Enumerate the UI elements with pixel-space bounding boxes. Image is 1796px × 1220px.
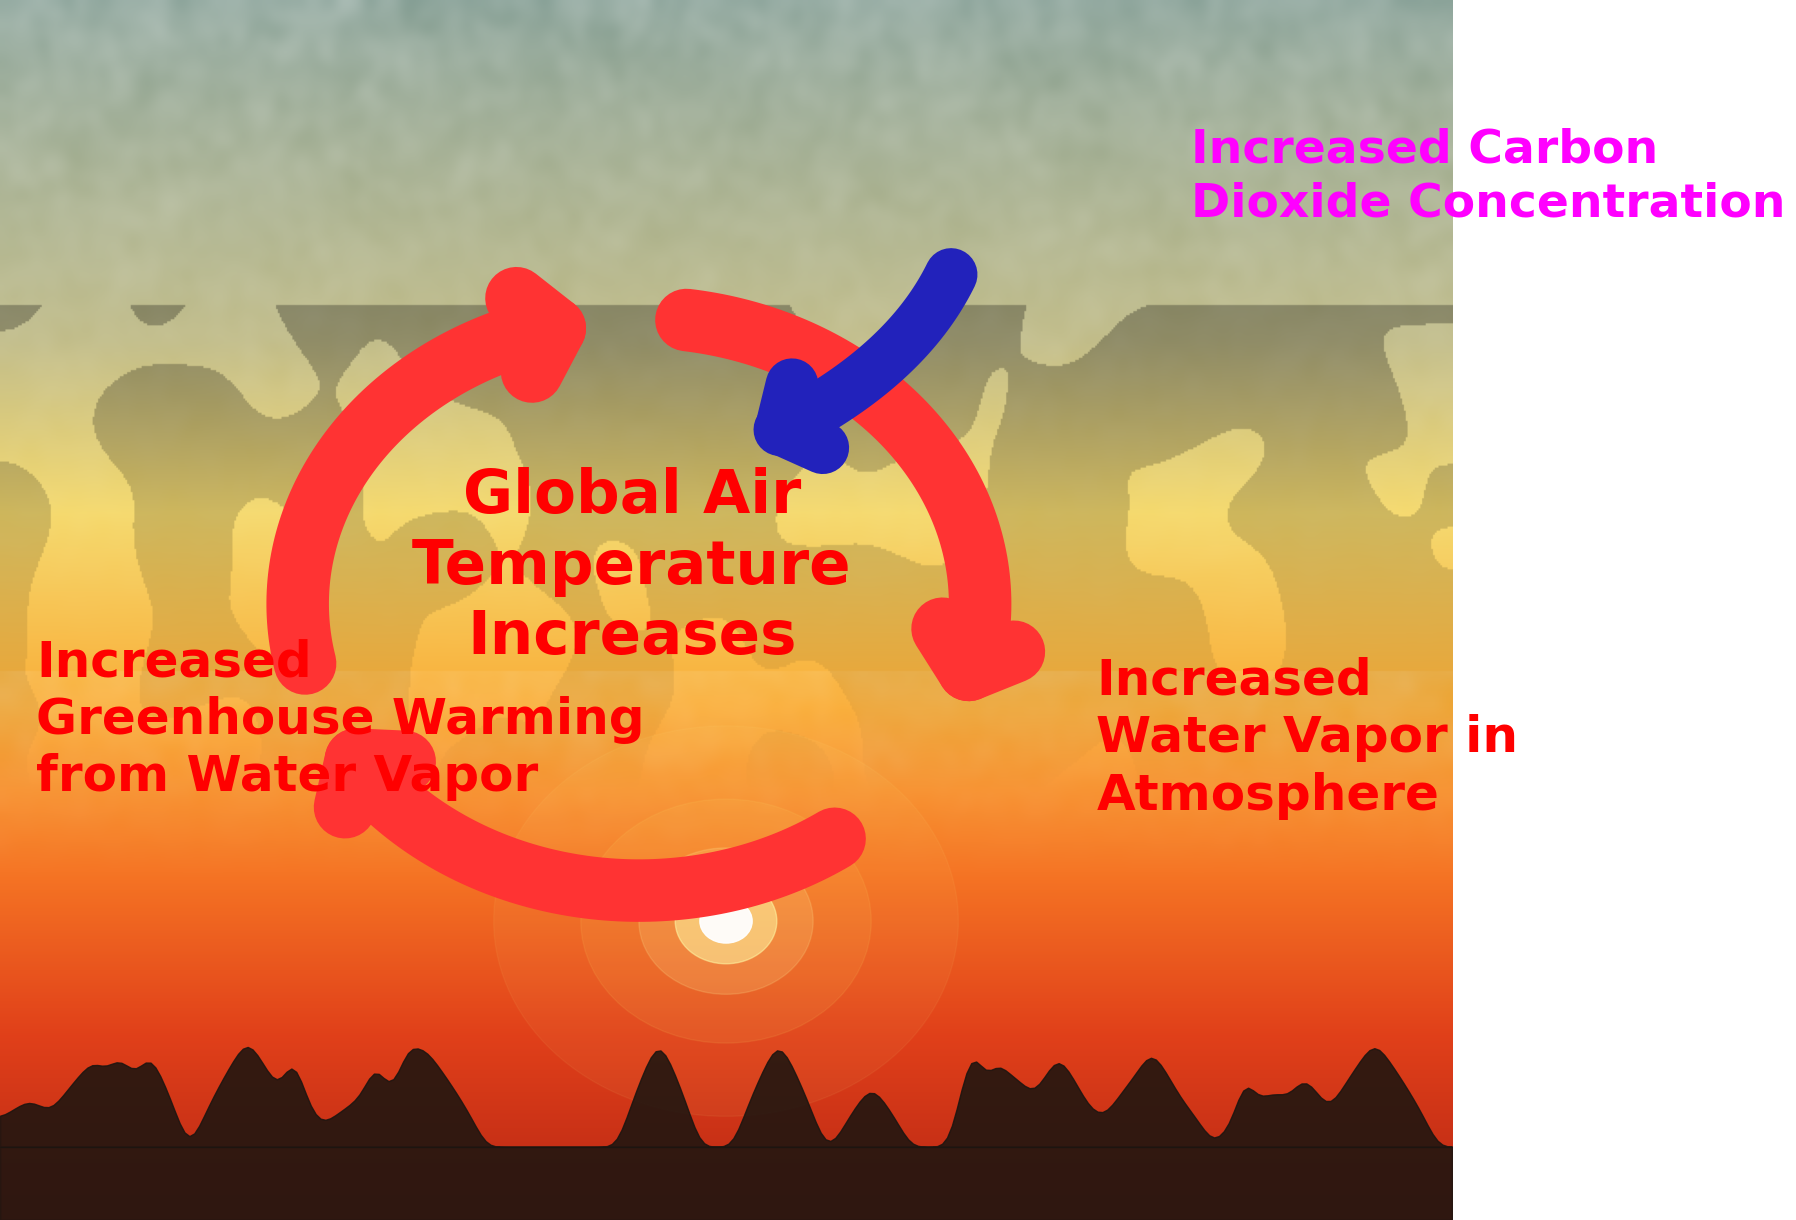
Circle shape [639,848,814,994]
Circle shape [700,899,753,943]
Text: Increased Carbon
Dioxide Concentration: Increased Carbon Dioxide Concentration [1191,128,1785,226]
Circle shape [580,799,871,1043]
Circle shape [675,878,778,964]
Circle shape [494,726,959,1116]
Text: Increased
Water Vapor in
Atmosphere: Increased Water Vapor in Atmosphere [1096,656,1518,820]
Text: Increased
Greenhouse Warming
from Water Vapor: Increased Greenhouse Warming from Water … [36,638,645,802]
Text: Global Air
Temperature
Increases: Global Air Temperature Increases [411,467,851,667]
